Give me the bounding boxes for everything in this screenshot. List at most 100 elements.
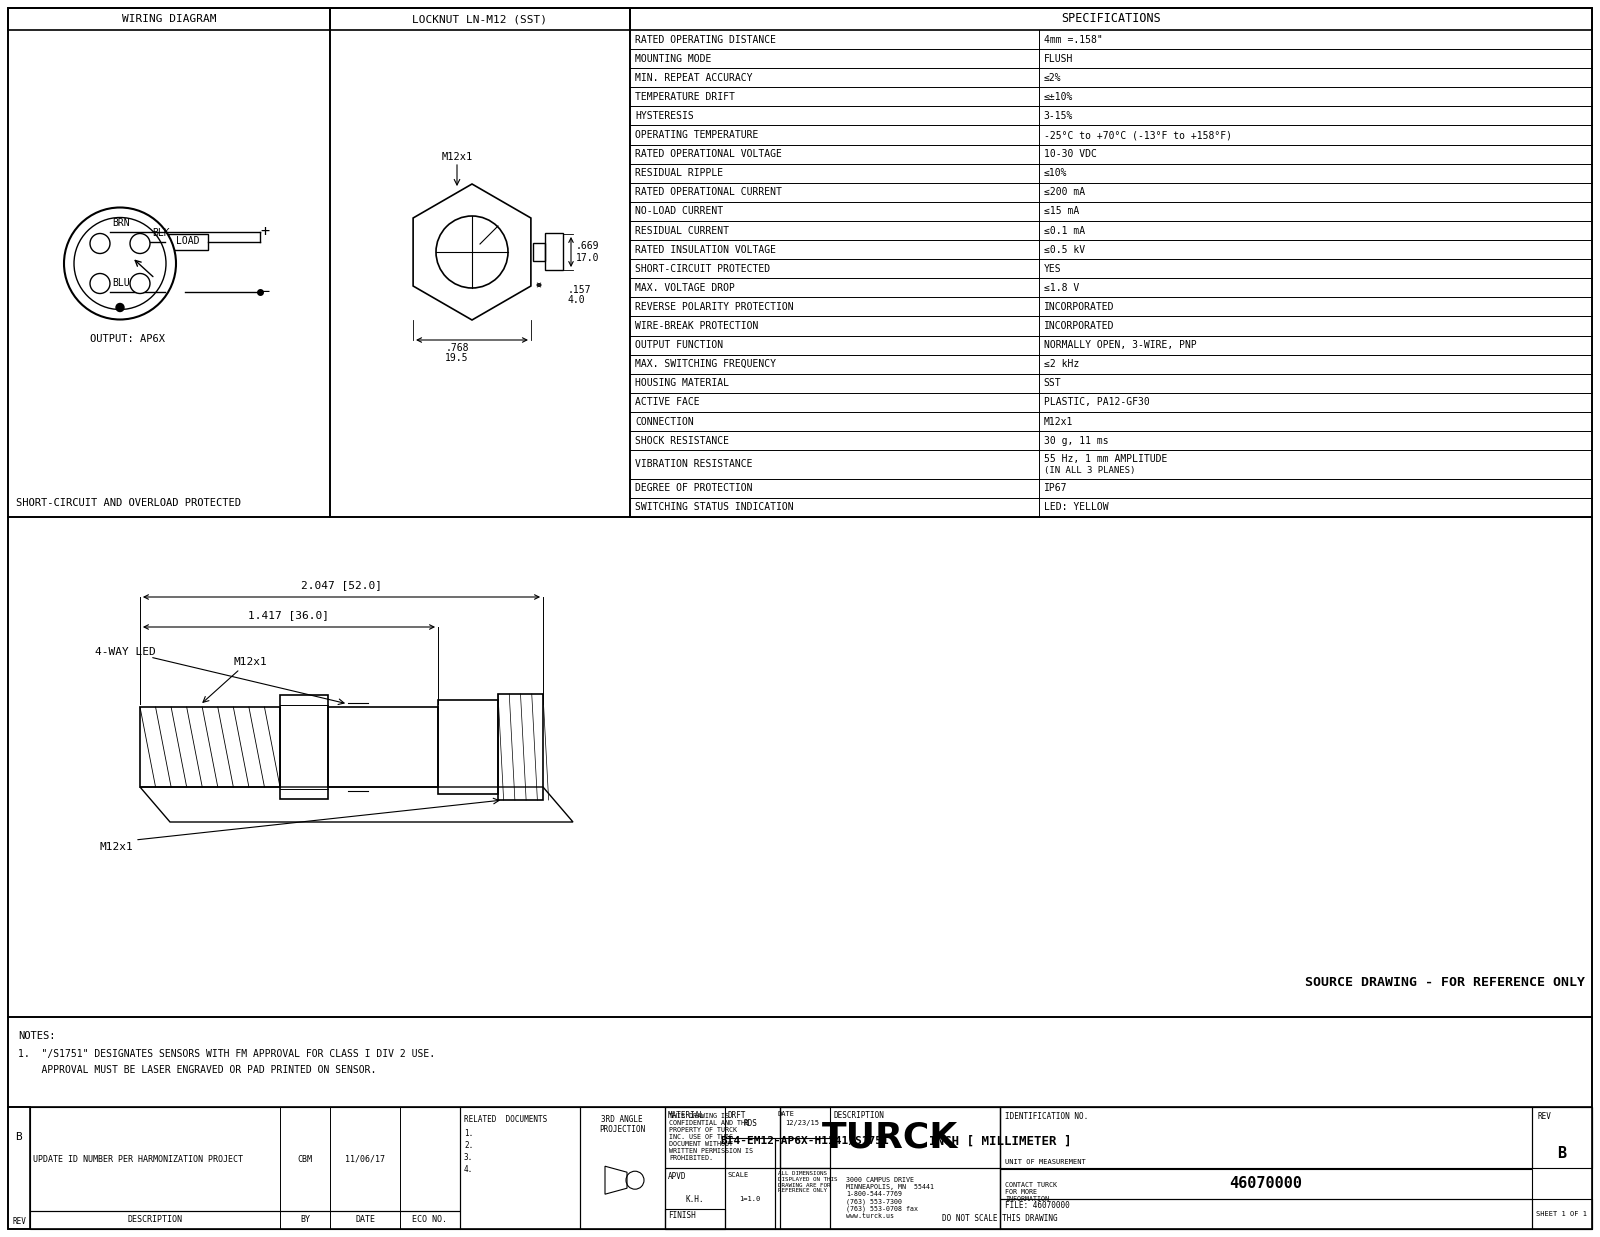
Bar (630, 7, 1592, 30)
Circle shape (90, 234, 110, 254)
Bar (666, 1209, 725, 1230)
Bar (280, 695, 328, 799)
Text: ≤200 mA: ≤200 mA (1043, 187, 1085, 198)
Circle shape (90, 273, 110, 293)
Text: M12x1: M12x1 (234, 657, 267, 667)
Text: APPROVAL MUST BE LASER ENGRAVED OR PAD PRINTED ON SENSOR.: APPROVAL MUST BE LASER ENGRAVED OR PAD P… (18, 1065, 376, 1075)
Text: MAX. SWITCHING FREQUENCY: MAX. SWITCHING FREQUENCY (635, 359, 776, 369)
Text: TEMPERATURE DRIFT: TEMPERATURE DRIFT (635, 92, 734, 101)
Bar (8, 7, 330, 517)
Text: 1.417 [36.0]: 1.417 [36.0] (248, 610, 330, 620)
Text: NO-LOAD CURRENT: NO-LOAD CURRENT (635, 207, 723, 216)
Text: −: − (261, 285, 269, 299)
Text: 3-15%: 3-15% (1043, 111, 1074, 121)
Text: TURCK: TURCK (822, 1121, 958, 1154)
Bar (630, 7, 1592, 517)
Text: 4mm =.158": 4mm =.158" (1043, 35, 1102, 45)
Text: (IN ALL 3 PLANES): (IN ALL 3 PLANES) (1043, 466, 1136, 475)
Text: ≤0.1 mA: ≤0.1 mA (1043, 225, 1085, 235)
Text: DATE: DATE (778, 1111, 795, 1117)
Text: OPERATING TEMPERATURE: OPERATING TEMPERATURE (635, 130, 758, 140)
Text: FINISH: FINISH (669, 1211, 696, 1220)
Text: ≤15 mA: ≤15 mA (1043, 207, 1078, 216)
Text: MOUNTING MODE: MOUNTING MODE (635, 53, 712, 63)
Text: DEGREE OF PROTECTION: DEGREE OF PROTECTION (635, 484, 752, 494)
Text: DESCRIPTION: DESCRIPTION (834, 1111, 883, 1119)
Bar (1000, 1199, 1533, 1230)
Text: SST: SST (1043, 379, 1061, 388)
Text: CBM: CBM (298, 1154, 312, 1164)
Text: SOURCE DRAWING - FOR REFERENCE ONLY: SOURCE DRAWING - FOR REFERENCE ONLY (1306, 976, 1586, 988)
Text: FILE: 46070000: FILE: 46070000 (1005, 1201, 1070, 1210)
Text: LED: YELLOW: LED: YELLOW (1043, 502, 1109, 512)
Text: THIS DRAWING IS
CONFIDENTIAL AND THE
PROPERTY OF TURCK
INC. USE OF THIS
DOCUMENT: THIS DRAWING IS CONFIDENTIAL AND THE PRO… (669, 1113, 754, 1162)
Text: ≤2 kHz: ≤2 kHz (1043, 359, 1078, 369)
Text: 3.: 3. (464, 1153, 474, 1162)
Text: 2.: 2. (464, 1141, 474, 1150)
Bar (725, 1168, 774, 1230)
Bar (168, 234, 208, 250)
Text: LOCKNUT LN-M12 (SST): LOCKNUT LN-M12 (SST) (413, 14, 547, 24)
Text: REV: REV (13, 1216, 26, 1226)
Bar (579, 1107, 666, 1230)
Text: .157: .157 (568, 285, 592, 294)
Text: SHOCK RESISTANCE: SHOCK RESISTANCE (635, 435, 730, 445)
Bar (8, 1017, 1592, 1107)
Circle shape (435, 216, 509, 288)
Text: OUTPUT FUNCTION: OUTPUT FUNCTION (635, 340, 723, 350)
Text: 3: 3 (138, 280, 142, 288)
Bar (438, 700, 498, 794)
Text: ≤2%: ≤2% (1043, 73, 1061, 83)
Text: INCORPORATED: INCORPORATED (1043, 302, 1114, 312)
Text: 2.047 [52.0]: 2.047 [52.0] (301, 580, 382, 590)
Bar (1000, 1107, 1592, 1230)
Text: WIRING DIAGRAM: WIRING DIAGRAM (122, 14, 216, 24)
Text: NOTES:: NOTES: (18, 1030, 56, 1042)
Circle shape (130, 234, 150, 254)
Text: DRFT: DRFT (728, 1111, 747, 1119)
Text: ≤1.8 V: ≤1.8 V (1043, 283, 1078, 293)
Text: OUTPUT: AP6X: OUTPUT: AP6X (90, 334, 165, 344)
Text: 11/06/17: 11/06/17 (346, 1154, 386, 1164)
Text: RATED OPERATIONAL VOLTAGE: RATED OPERATIONAL VOLTAGE (635, 150, 782, 160)
Text: DATE: DATE (355, 1216, 374, 1225)
Text: M12x1: M12x1 (442, 152, 474, 162)
Text: SPECIFICATIONS: SPECIFICATIONS (1061, 12, 1162, 26)
Text: YES: YES (1043, 263, 1061, 273)
Text: INCORPORATED: INCORPORATED (1043, 322, 1114, 332)
Text: ≤±10%: ≤±10% (1043, 92, 1074, 101)
Text: RELATED  DOCUMENTS: RELATED DOCUMENTS (464, 1115, 547, 1124)
Text: B: B (16, 1133, 22, 1143)
Text: DO NOT SCALE THIS DRAWING: DO NOT SCALE THIS DRAWING (942, 1213, 1058, 1223)
Bar (774, 1168, 830, 1230)
Text: BRN: BRN (112, 218, 130, 228)
Text: 12/23/15: 12/23/15 (786, 1119, 819, 1126)
Text: IP67: IP67 (1043, 484, 1067, 494)
Bar (30, 1107, 461, 1211)
Text: BY: BY (301, 1216, 310, 1225)
Bar (781, 1107, 1000, 1230)
Text: REV: REV (1538, 1112, 1550, 1121)
Text: VIBRATION RESISTANCE: VIBRATION RESISTANCE (635, 459, 752, 470)
Bar (781, 1107, 1000, 1168)
Text: PROJECTION: PROJECTION (598, 1124, 645, 1134)
Text: 2: 2 (98, 280, 102, 288)
Text: SHEET 1 OF 1: SHEET 1 OF 1 (1536, 1211, 1587, 1217)
Text: 1.: 1. (464, 1129, 474, 1138)
Text: INCH [ MILLIMETER ]: INCH [ MILLIMETER ] (928, 1134, 1072, 1148)
Text: ECO NO.: ECO NO. (413, 1216, 448, 1225)
Text: DESCRIPTION: DESCRIPTION (128, 1216, 182, 1225)
Bar (774, 1138, 830, 1168)
Bar (461, 1107, 579, 1230)
Text: 30 g, 11 ms: 30 g, 11 ms (1043, 435, 1109, 445)
Text: M12x1: M12x1 (1043, 417, 1074, 427)
Text: M12x1: M12x1 (99, 842, 134, 852)
Text: UNIT OF MEASUREMENT: UNIT OF MEASUREMENT (1005, 1159, 1086, 1165)
Text: ALL DIMENSIONS
DISPLAYED ON THIS
DRAWING ARE FOR
REFERENCE ONLY: ALL DIMENSIONS DISPLAYED ON THIS DRAWING… (778, 1171, 837, 1194)
Bar (8, 517, 1592, 1017)
Text: 4.: 4. (464, 1165, 474, 1174)
Text: WIRE-BREAK PROTECTION: WIRE-BREAK PROTECTION (635, 322, 758, 332)
Text: 4: 4 (138, 239, 142, 247)
Text: BI4-EM12-AP6X-H1141/S1751: BI4-EM12-AP6X-H1141/S1751 (720, 1136, 890, 1145)
Text: RESIDUAL RIPPLE: RESIDUAL RIPPLE (635, 168, 723, 178)
